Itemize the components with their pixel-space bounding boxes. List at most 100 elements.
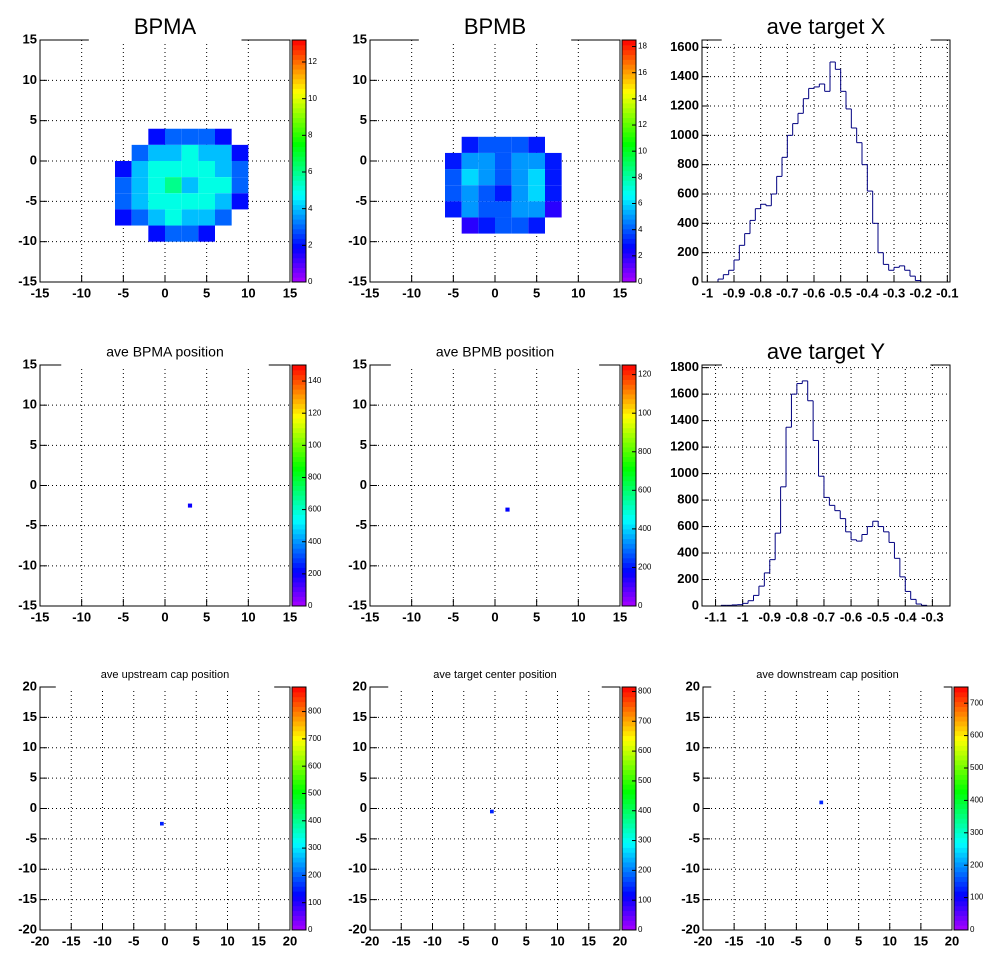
palette-band (292, 798, 306, 805)
palette-band (292, 711, 306, 717)
palette-band (622, 190, 636, 196)
palette-band (954, 881, 968, 887)
palette-band (622, 920, 636, 926)
y-tick-label: 15 (23, 31, 37, 46)
palette-band (622, 601, 636, 607)
heat-cell (511, 217, 529, 234)
palette-band (292, 730, 306, 737)
palette-band (292, 122, 306, 128)
z-tick-label: 600 (638, 746, 652, 755)
palette-band (622, 524, 636, 530)
heat-cell (181, 177, 199, 194)
heat-cell (215, 161, 232, 178)
heat-cell (511, 201, 529, 218)
palette-band (292, 54, 306, 60)
palette-band (292, 577, 306, 583)
palette-band (292, 866, 306, 873)
z-tick-label: 400 (308, 816, 322, 825)
x-tick-label: 10 (241, 285, 255, 300)
palette-band (622, 204, 636, 210)
palette-band (292, 774, 306, 780)
palette-band (622, 131, 636, 138)
heat-cell (545, 152, 562, 170)
z-tick-label: 700 (638, 716, 652, 725)
palette-band (292, 393, 306, 400)
y-tick-label: 0 (30, 152, 37, 167)
palette-band (954, 784, 968, 790)
heat-cell (148, 225, 165, 242)
palette-band (954, 706, 968, 712)
palette-band (292, 750, 306, 756)
palette-band (622, 185, 636, 191)
z-tick-label: 800 (308, 473, 322, 482)
palette-band (292, 442, 306, 448)
palette-band (622, 471, 636, 477)
palette-band (292, 740, 306, 746)
palette-band (292, 272, 306, 278)
palette-band (954, 813, 968, 819)
palette-band (622, 461, 636, 467)
palette-band (622, 403, 636, 409)
palette-band (622, 900, 636, 907)
palette-band (622, 701, 636, 707)
x-tick-label: -15 (31, 285, 50, 300)
heat-cell (819, 800, 824, 805)
palette-band (622, 374, 636, 380)
palette-band (622, 146, 636, 152)
palette-frame (291, 364, 307, 607)
x-tick-label: -0.7 (776, 285, 798, 300)
y-tick-label: 1200 (670, 97, 699, 112)
x-tick-label: 15 (582, 933, 596, 948)
palette-band (292, 519, 306, 525)
palette-band (292, 852, 306, 858)
heat-cell (461, 185, 479, 202)
heat-cell (545, 201, 562, 218)
palette-band (292, 418, 306, 424)
palette-band (954, 725, 968, 732)
palette-band (292, 915, 306, 921)
x-tick-label: -0.9 (723, 285, 745, 300)
heat-cell (511, 185, 529, 202)
palette-band (622, 93, 636, 99)
x-tick-label: -15 (361, 609, 380, 624)
heat-cell (461, 152, 479, 170)
y-tick-label: -10 (348, 557, 367, 572)
palette-band (622, 398, 636, 405)
heat-cell (181, 225, 199, 242)
heat-cell (198, 193, 215, 210)
z-tick-label: 100 (308, 898, 322, 907)
palette-band (954, 915, 968, 921)
palette-band (292, 112, 306, 118)
palette-band (622, 219, 636, 225)
x-tick-label: 20 (613, 933, 627, 948)
palette-band (292, 837, 306, 844)
z-tick-label: 800 (638, 687, 652, 696)
palette-band (622, 581, 636, 588)
palette-band (292, 706, 306, 712)
palette-band (622, 117, 636, 123)
palette-band (622, 745, 636, 751)
palette-band (622, 548, 636, 554)
y-tick-label: -10 (18, 233, 37, 248)
y-tick-label: 5 (30, 770, 37, 785)
palette-band (622, 755, 636, 761)
palette-band (292, 847, 306, 853)
z-tick-label: 100 (638, 895, 652, 904)
palette-band (954, 905, 968, 912)
heat-cell (148, 161, 165, 178)
palette-band (292, 257, 306, 264)
x-tick-label: -0.6 (803, 285, 825, 300)
palette-band (954, 793, 968, 800)
palette-band (292, 369, 306, 376)
heat-cell (165, 209, 182, 226)
palette-band (954, 750, 968, 756)
palette-band (622, 925, 636, 931)
palette-band (292, 451, 306, 458)
x-tick-label: 20 (945, 933, 959, 948)
y-tick-label: 15 (353, 356, 367, 371)
z-tick-label: 700 (970, 698, 984, 707)
heat-cell (495, 201, 512, 218)
heat-cell (495, 169, 512, 186)
heat-cell (528, 217, 545, 234)
